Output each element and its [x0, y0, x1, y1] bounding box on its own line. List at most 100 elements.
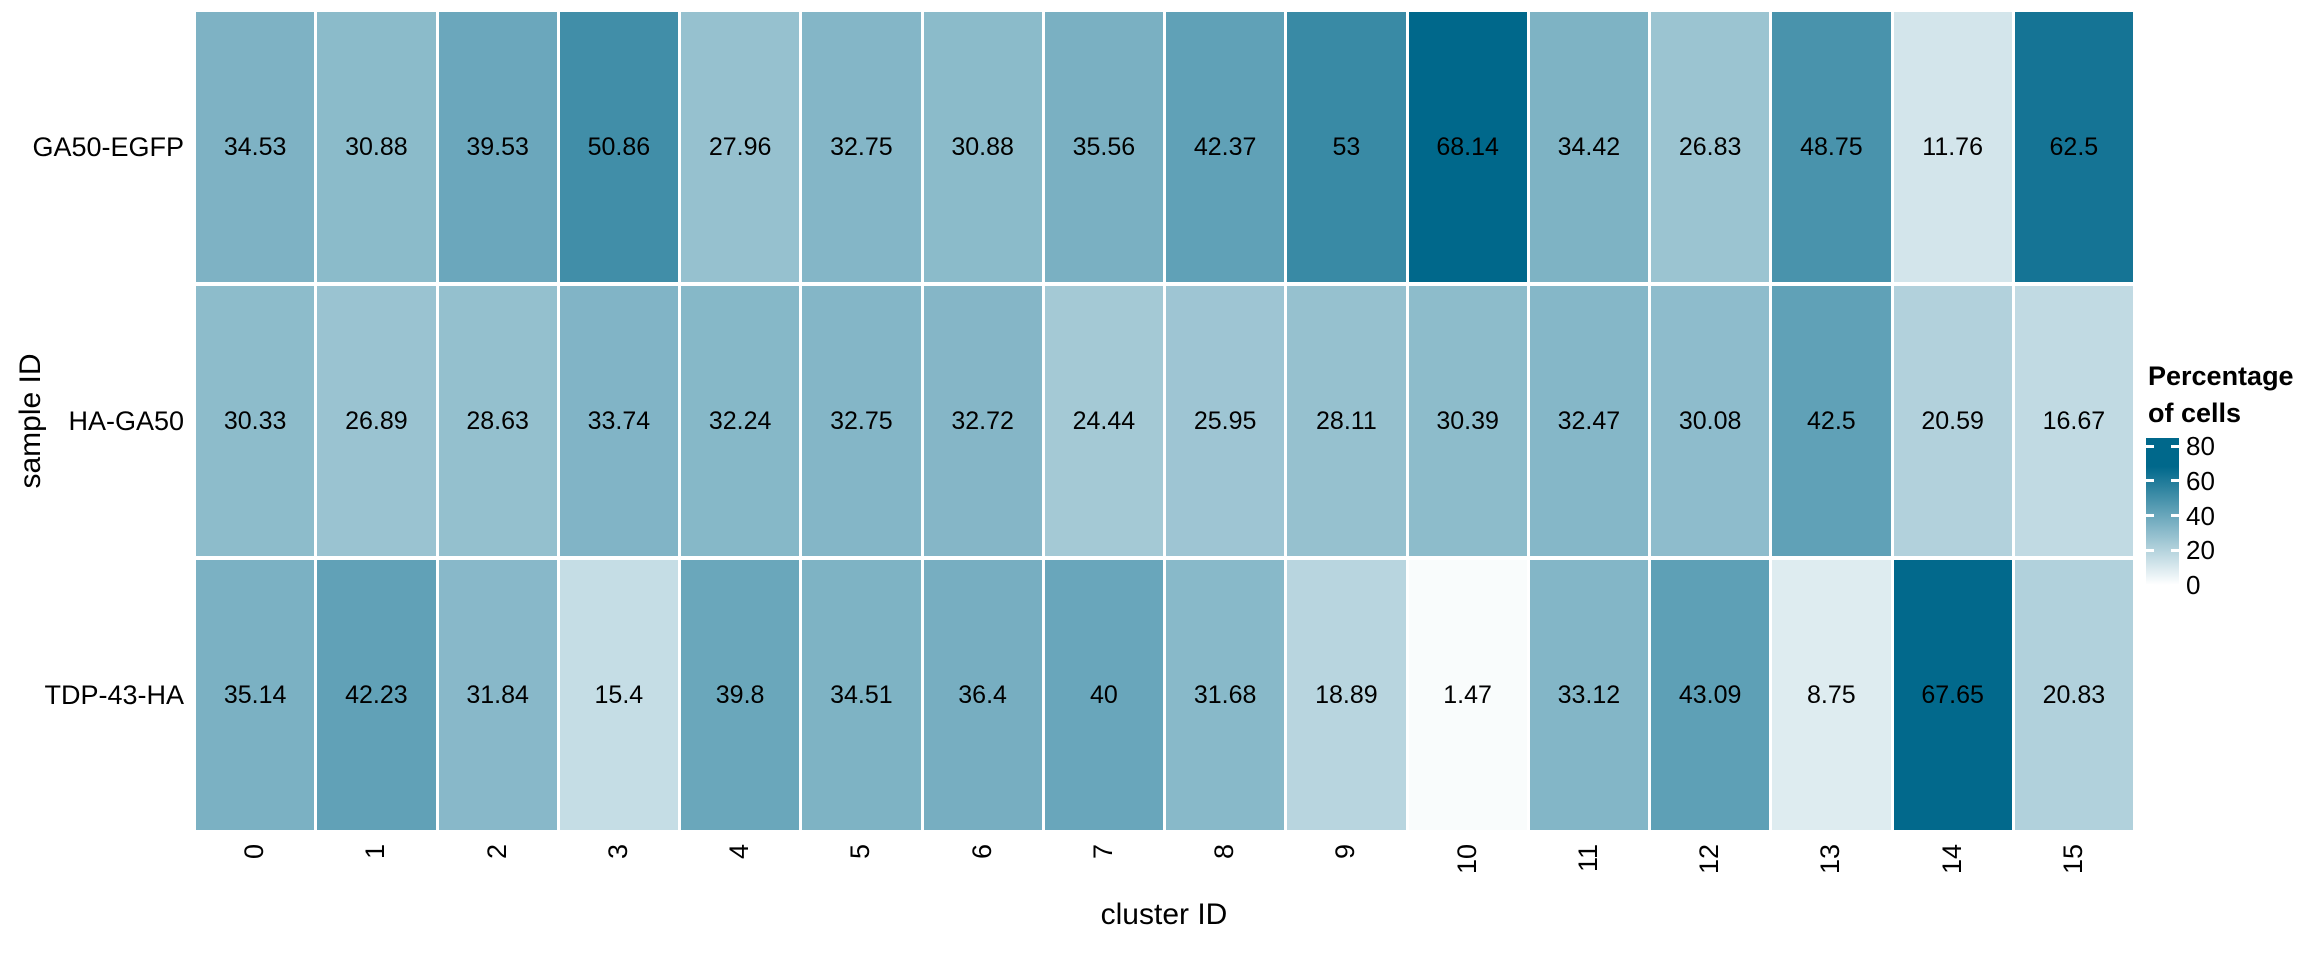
- cell-value: 43.09: [1678, 680, 1742, 709]
- heatmap-cell: 32.72: [923, 286, 1042, 556]
- heatmap-cell: 20.83: [2014, 560, 2133, 830]
- col-label-text: 14: [1936, 844, 1967, 875]
- legend-tick-mark: [2146, 514, 2154, 518]
- cell-value: 32.47: [1557, 406, 1621, 435]
- heatmap-cell: 1.47: [1408, 560, 1527, 830]
- heatmap-cell: 36.4: [923, 560, 1042, 830]
- legend-tick-label: 60: [2186, 465, 2215, 496]
- cell-value: 20.83: [2042, 680, 2106, 709]
- heatmap-cell: 26.83: [1651, 12, 1770, 282]
- heatmap-cell: 40: [1044, 560, 1163, 830]
- col-label-text: 9: [1330, 844, 1361, 860]
- cell-value: 39.8: [715, 680, 765, 709]
- col-label-text: 8: [1209, 844, 1240, 860]
- heatmap-cell: 18.89: [1287, 560, 1406, 830]
- heatmap-cell: 53: [1287, 12, 1406, 282]
- col-label-text: 6: [966, 844, 997, 860]
- heatmap-cell: 42.5: [1772, 286, 1891, 556]
- legend-tick-mark: [2171, 548, 2179, 552]
- cell-value: 8.75: [1807, 680, 1856, 709]
- legend-tick-mark: [2146, 583, 2154, 587]
- cell-value: 15.4: [594, 680, 644, 709]
- heatmap-cell: 43.09: [1651, 560, 1770, 830]
- x-axis-title: cluster ID: [1100, 898, 1228, 931]
- col-label-text: 4: [724, 844, 755, 860]
- legend-tick-mark: [2171, 479, 2179, 483]
- cell-value: 35.14: [223, 680, 287, 709]
- cell-value: 18.89: [1315, 680, 1378, 709]
- heatmap-cell: 11.76: [1893, 12, 2012, 282]
- col-label-text: 3: [602, 844, 633, 860]
- legend-title: Percentage of cells: [2148, 358, 2294, 432]
- cell-value: 36.4: [958, 680, 1007, 709]
- heatmap-cell: 34.42: [1529, 12, 1648, 282]
- cell-value: 32.24: [708, 406, 772, 435]
- legend-tick-mark: [2146, 479, 2154, 483]
- cell-value: 31.68: [1193, 680, 1257, 709]
- col-label-text: 0: [239, 844, 270, 860]
- legend-tick-mark: [2171, 514, 2179, 518]
- legend-tick-label: 20: [2186, 535, 2215, 566]
- legend-tick-mark: [2171, 444, 2179, 448]
- heatmap-cell: 35.56: [1044, 12, 1163, 282]
- cell-value: 24.44: [1072, 406, 1136, 435]
- heatmap-cell: 42.23: [317, 560, 436, 830]
- legend-tick-label: 80: [2186, 431, 2215, 462]
- cell-value: 48.75: [1800, 132, 1863, 161]
- col-label-text: 5: [845, 844, 876, 860]
- cell-value: 30.88: [951, 132, 1014, 161]
- cell-value: 25.95: [1193, 406, 1257, 435]
- heatmap-cell: 35.14: [196, 560, 315, 830]
- col-label-text: 12: [1694, 844, 1725, 875]
- heatmap-cell: 32.75: [802, 286, 921, 556]
- col-label-text: 11: [1572, 844, 1603, 873]
- cell-value: 16.67: [2042, 406, 2106, 435]
- cell-value: 33.74: [587, 406, 651, 435]
- cell-value: 42.23: [345, 680, 408, 709]
- legend-title-line1: Percentage: [2148, 361, 2294, 391]
- heatmap-grid: 34.53 30.88 39.53 50.86 27.96 32.75 30.88 35.56…: [196, 12, 2133, 830]
- cell-value: 33.12: [1557, 680, 1621, 709]
- heatmap-cell: 24.44: [1044, 286, 1163, 556]
- heatmap-cell: 15.4: [559, 560, 678, 830]
- heatmap-cell: 32.47: [1529, 286, 1648, 556]
- legend-tick-mark: [2146, 444, 2154, 448]
- cell-value: 53: [1332, 132, 1361, 161]
- col-label-text: 1: [360, 844, 391, 860]
- legend-title-line2: of cells: [2148, 398, 2242, 428]
- cell-value: 32.75: [830, 406, 893, 435]
- heatmap-cell: 30.08: [1651, 286, 1770, 556]
- cell-value: 32.75: [830, 132, 893, 161]
- heatmap-cell: 31.68: [1166, 560, 1285, 830]
- col-label-text: 2: [481, 844, 512, 860]
- row-label: GA50-EGFP: [32, 132, 184, 162]
- heatmap-cell: 39.53: [438, 12, 557, 282]
- heatmap-cell: 50.86: [559, 12, 678, 282]
- row-label: HA-GA50: [68, 406, 184, 436]
- cell-value: 30.33: [223, 406, 287, 435]
- cell-value: 35.56: [1072, 132, 1136, 161]
- cell-value: 20.59: [1921, 406, 1984, 435]
- col-label-text: 13: [1815, 844, 1846, 875]
- cell-value: 30.39: [1436, 406, 1499, 435]
- heatmap-cell: 28.11: [1287, 286, 1406, 556]
- cell-value: 34.51: [830, 680, 893, 709]
- cell-value: 30.88: [345, 132, 408, 161]
- cell-value: 42.5: [1807, 406, 1856, 435]
- heatmap-cell: 48.75: [1772, 12, 1891, 282]
- heatmap-cell: 68.14: [1408, 12, 1527, 282]
- row-label: TDP-43-HA: [44, 680, 184, 710]
- cell-value: 11.76: [1922, 132, 1983, 161]
- cell-value: 50.86: [587, 132, 651, 161]
- cell-value: 67.65: [1921, 680, 1984, 709]
- heatmap-cell: 62.5: [2014, 12, 2133, 282]
- cell-value: 1.47: [1443, 680, 1492, 709]
- cell-value: 40: [1089, 680, 1118, 709]
- col-label-text: 10: [1451, 844, 1482, 875]
- legend-tick-mark: [2146, 548, 2154, 552]
- cell-value: 30.08: [1678, 406, 1742, 435]
- heatmap-cell: 28.63: [438, 286, 557, 556]
- heatmap-cell: 34.53: [196, 12, 315, 282]
- cell-value: 28.63: [466, 406, 529, 435]
- cell-value: 27.96: [708, 132, 772, 161]
